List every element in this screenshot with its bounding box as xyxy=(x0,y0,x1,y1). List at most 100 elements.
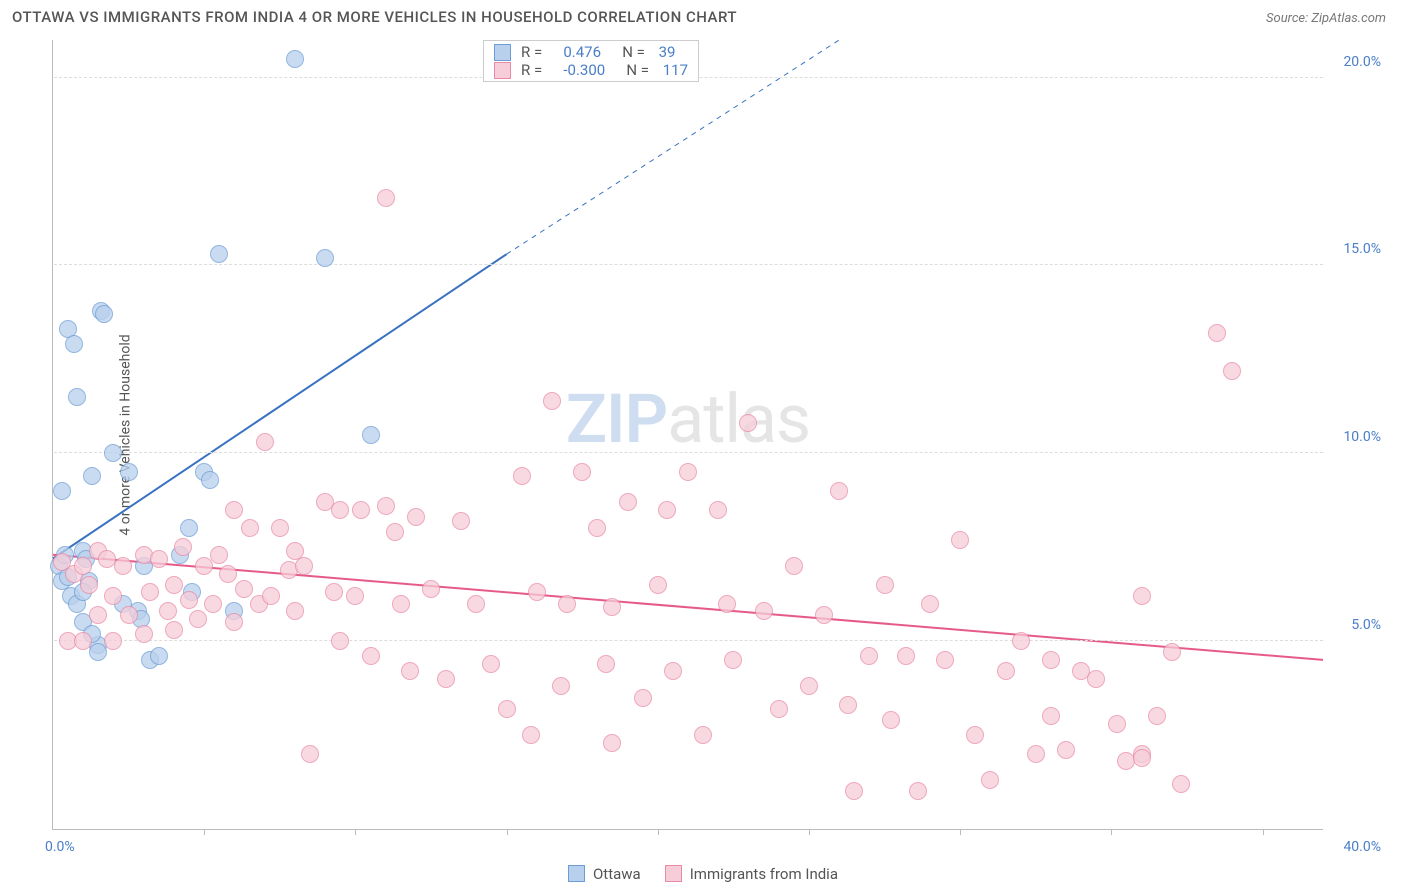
legend-swatch xyxy=(494,44,511,61)
data-point xyxy=(331,501,349,519)
data-point xyxy=(295,557,313,575)
data-point xyxy=(95,305,113,323)
data-point xyxy=(346,587,364,605)
grid-line xyxy=(54,452,1323,453)
data-point xyxy=(981,771,999,789)
data-point xyxy=(552,677,570,695)
data-point xyxy=(603,598,621,616)
data-point xyxy=(936,651,954,669)
data-point xyxy=(845,782,863,800)
legend-swatch xyxy=(665,865,682,882)
r-value: -0.300 xyxy=(556,61,605,79)
data-point xyxy=(325,583,343,601)
data-point xyxy=(498,700,516,718)
data-point xyxy=(1027,745,1045,763)
n-label: N = xyxy=(611,43,649,61)
data-point xyxy=(513,467,531,485)
data-point xyxy=(104,632,122,650)
x-tick xyxy=(960,829,961,835)
data-point xyxy=(1172,775,1190,793)
data-point xyxy=(909,782,927,800)
legend-row: R = -0.300 N = 117 xyxy=(494,61,688,79)
data-point xyxy=(114,557,132,575)
data-point xyxy=(1042,707,1060,725)
data-point xyxy=(150,647,168,665)
data-point xyxy=(352,501,370,519)
data-point xyxy=(89,643,107,661)
data-point xyxy=(1148,707,1166,725)
r-label: R = xyxy=(521,61,546,79)
legend-row: R = 0.476 N = 39 xyxy=(494,43,688,61)
data-point xyxy=(1163,643,1181,661)
grid-line xyxy=(54,640,1323,641)
x-tick xyxy=(1111,829,1112,835)
data-point xyxy=(1208,324,1226,342)
grid-line xyxy=(54,264,1323,265)
legend-item: Immigrants from India xyxy=(665,865,838,883)
n-value: 39 xyxy=(659,43,676,61)
data-point xyxy=(724,651,742,669)
data-point xyxy=(210,245,228,263)
data-point xyxy=(739,414,757,432)
data-point xyxy=(1042,651,1060,669)
data-point xyxy=(120,463,138,481)
data-point xyxy=(1223,362,1241,380)
data-point xyxy=(120,606,138,624)
data-point xyxy=(271,519,289,537)
x-min-label: 0.0% xyxy=(45,839,75,855)
data-point xyxy=(1057,741,1075,759)
data-point xyxy=(770,700,788,718)
x-tick xyxy=(1263,829,1264,835)
data-point xyxy=(204,595,222,613)
data-point xyxy=(286,542,304,560)
data-point xyxy=(219,565,237,583)
data-point xyxy=(709,501,727,519)
y-axis-label: 4 or more Vehicles in Household xyxy=(118,334,134,535)
data-point xyxy=(1108,715,1126,733)
r-label: R = xyxy=(521,43,546,61)
data-point xyxy=(882,711,900,729)
data-point xyxy=(897,647,915,665)
data-point xyxy=(422,580,440,598)
trend-lines xyxy=(53,40,1323,829)
data-point xyxy=(679,463,697,481)
data-point xyxy=(966,726,984,744)
data-point xyxy=(452,512,470,530)
data-point xyxy=(210,546,228,564)
data-point xyxy=(603,734,621,752)
data-point xyxy=(407,508,425,526)
x-tick xyxy=(355,829,356,835)
legend-swatch xyxy=(494,62,511,79)
y-tick-label: 10.0% xyxy=(1343,429,1381,445)
data-point xyxy=(180,519,198,537)
x-tick xyxy=(658,829,659,835)
data-point xyxy=(53,482,71,500)
data-point xyxy=(225,613,243,631)
correlation-legend: R = 0.476 N = 39R = -0.300 N = 117 xyxy=(483,40,699,82)
data-point xyxy=(921,595,939,613)
data-point xyxy=(159,602,177,620)
series-legend: Ottawa Immigrants from India xyxy=(0,865,1406,887)
data-point xyxy=(658,501,676,519)
legend-swatch xyxy=(568,865,585,882)
n-label: N = xyxy=(615,61,653,79)
data-point xyxy=(165,621,183,639)
data-point xyxy=(815,606,833,624)
data-point xyxy=(286,602,304,620)
data-point xyxy=(755,602,773,620)
data-point xyxy=(301,745,319,763)
data-point xyxy=(1133,587,1151,605)
data-point xyxy=(89,606,107,624)
x-tick xyxy=(507,829,508,835)
data-point xyxy=(135,625,153,643)
x-max-label: 40.0% xyxy=(1343,839,1381,855)
data-point xyxy=(150,550,168,568)
data-point xyxy=(860,647,878,665)
data-point xyxy=(241,519,259,537)
data-point xyxy=(165,576,183,594)
data-point xyxy=(1012,632,1030,650)
data-point xyxy=(543,392,561,410)
r-value: 0.476 xyxy=(556,43,601,61)
legend-item: Ottawa xyxy=(568,865,641,883)
data-point xyxy=(180,591,198,609)
